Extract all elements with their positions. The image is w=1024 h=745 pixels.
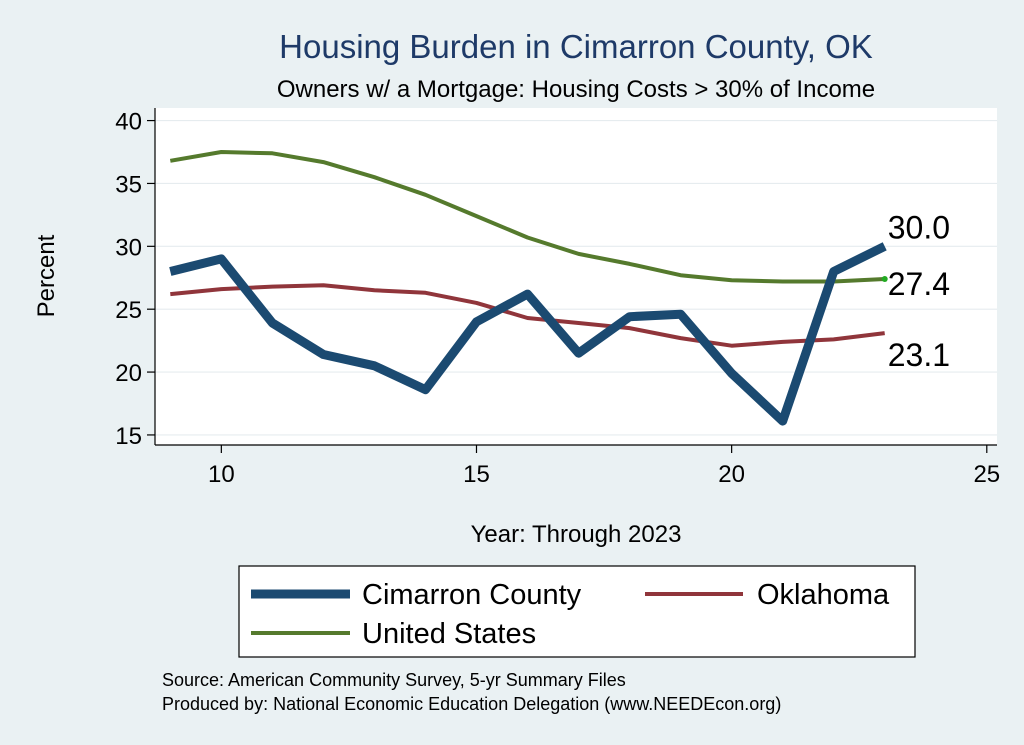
series-line-oklahoma	[170, 283, 885, 348]
legend: Cimarron County Oklahoma United States	[238, 565, 916, 658]
source-note: Source: American Community Survey, 5-yr …	[162, 670, 626, 690]
y-tick-label: 30	[115, 234, 142, 261]
legend-label-us: United States	[362, 618, 536, 650]
legend-label-oklahoma: Oklahoma	[757, 579, 890, 611]
end-labels: 30.0 23.1 27.4	[888, 209, 950, 373]
legend-box	[238, 565, 916, 658]
series-end-marker	[881, 276, 888, 283]
y-tick-label: 40	[115, 109, 142, 136]
x-tick-label: 15	[463, 461, 490, 488]
end-label-united-states: 27.4	[888, 266, 950, 302]
series-layer	[169, 150, 888, 426]
chart-title: Housing Burden in Cimarron County, OK	[279, 28, 873, 65]
y-tick-label: 20	[115, 360, 142, 387]
series-line-united-states	[169, 150, 885, 284]
end-label-oklahoma: 23.1	[888, 337, 950, 373]
x-tick-label: 10	[208, 461, 235, 488]
axes: 15 20 25 30 35 40 10 15 20 25	[115, 108, 1000, 488]
y-tick-label: 35	[115, 171, 142, 198]
x-axis-label: Year: Through 2023	[471, 521, 682, 548]
y-axis-label: Percent	[33, 234, 60, 317]
grid-lines	[155, 119, 997, 436]
end-label-cimarron-county: 30.0	[888, 209, 950, 245]
legend-label-cimarron: Cimarron County	[362, 579, 582, 611]
x-tick-label: 20	[718, 461, 745, 488]
series-line-cimarron-county	[169, 242, 887, 426]
plot-area	[155, 108, 997, 445]
producer-note: Produced by: National Economic Education…	[162, 694, 781, 714]
chart-subtitle: Owners w/ a Mortgage: Housing Costs > 30…	[277, 76, 875, 103]
x-tick-label: 25	[973, 461, 1000, 488]
y-tick-label: 15	[115, 423, 142, 450]
y-tick-label: 25	[115, 297, 142, 324]
